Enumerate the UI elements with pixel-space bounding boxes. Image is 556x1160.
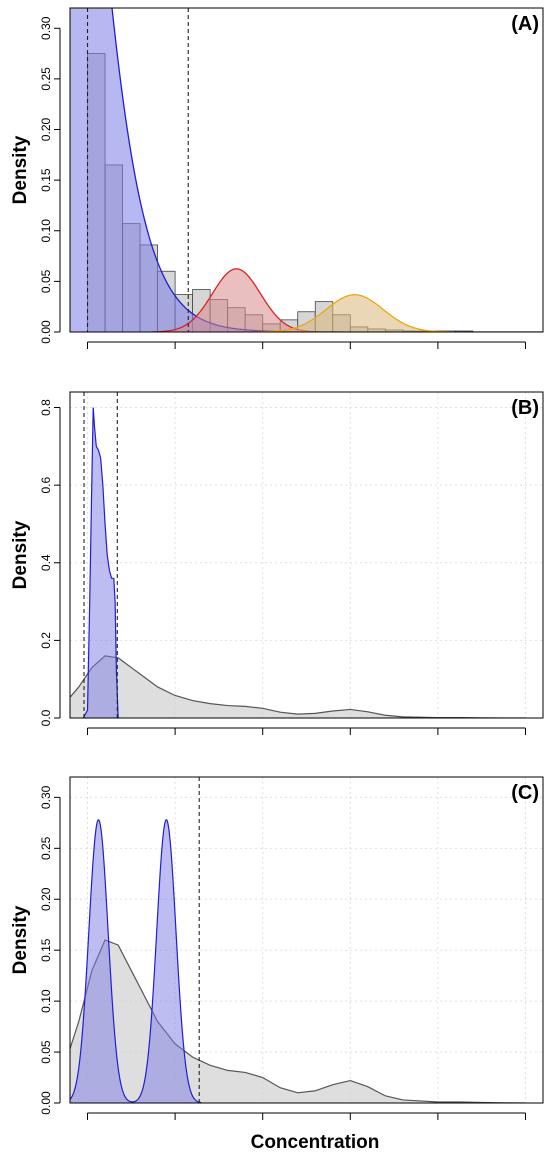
y-tick-label: 0.8 bbox=[39, 399, 53, 416]
panel-c: 0.00 0.05 0.10 0.15 0.20 0.25 0.30 Density (C) bbox=[10, 776, 544, 1120]
y-tick-label: 0.00 bbox=[39, 320, 53, 344]
gray-density-area bbox=[70, 940, 526, 1103]
y-tick-label: 0.00 bbox=[39, 1091, 53, 1115]
red-component-curve bbox=[152, 268, 321, 332]
y-tick-label: 0.15 bbox=[39, 938, 53, 962]
y-tick-label: 0.10 bbox=[39, 989, 53, 1013]
plot-frame bbox=[69, 7, 544, 333]
y-tick-label: 0.15 bbox=[39, 168, 53, 192]
y-tick-label: 0.10 bbox=[39, 219, 53, 243]
y-tick-label: 0.25 bbox=[39, 67, 53, 91]
x-axis-title: Concentration bbox=[251, 1132, 380, 1153]
plot-area bbox=[70, 8, 543, 332]
plot-area bbox=[70, 392, 543, 718]
y-tick-label: 0.05 bbox=[39, 269, 53, 293]
gray-density-curve bbox=[70, 939, 526, 1103]
gray-density-curve bbox=[70, 655, 526, 718]
blue-component-area bbox=[70, 8, 543, 332]
plot-frame bbox=[69, 776, 544, 1104]
panel-a: 0.00 0.05 0.10 0.15 0.20 0.25 0.30 Density (A) bbox=[10, 7, 544, 349]
y-tick-label: 0.25 bbox=[39, 836, 53, 860]
y-tick-label: 0.05 bbox=[39, 1040, 53, 1064]
y-tick-label: 0.30 bbox=[39, 785, 53, 809]
plot-frame bbox=[69, 391, 544, 719]
y-tick-label: 0.2 bbox=[39, 632, 53, 649]
red-component-area bbox=[152, 268, 321, 332]
blue-density-curve bbox=[82, 407, 119, 718]
y-axis-title: Density bbox=[10, 905, 31, 974]
y-axis-title: Density bbox=[10, 520, 31, 589]
panel-label: (B) bbox=[511, 397, 539, 419]
plot-area bbox=[70, 777, 543, 1103]
y-tick-label: 0.4 bbox=[39, 554, 53, 571]
gray-density-area bbox=[70, 655, 526, 718]
panel-label: (C) bbox=[511, 782, 539, 804]
y-tick-label: 0.0 bbox=[39, 709, 53, 726]
panel-b: 0.0 0.2 0.4 0.6 0.8 Density (B) bbox=[10, 391, 544, 735]
y-tick-label: 0.30 bbox=[39, 16, 53, 40]
y-axis-title: Density bbox=[10, 135, 31, 204]
y-tick-label: 0.6 bbox=[39, 476, 53, 493]
y-tick-label: 0.20 bbox=[39, 117, 53, 141]
panel-label: (A) bbox=[511, 13, 539, 35]
y-tick-label: 0.20 bbox=[39, 887, 53, 911]
blue-density-area bbox=[70, 819, 202, 1103]
gold-component-area bbox=[255, 294, 455, 332]
blue-density-curve bbox=[70, 819, 202, 1103]
gold-component-curve bbox=[255, 294, 455, 332]
